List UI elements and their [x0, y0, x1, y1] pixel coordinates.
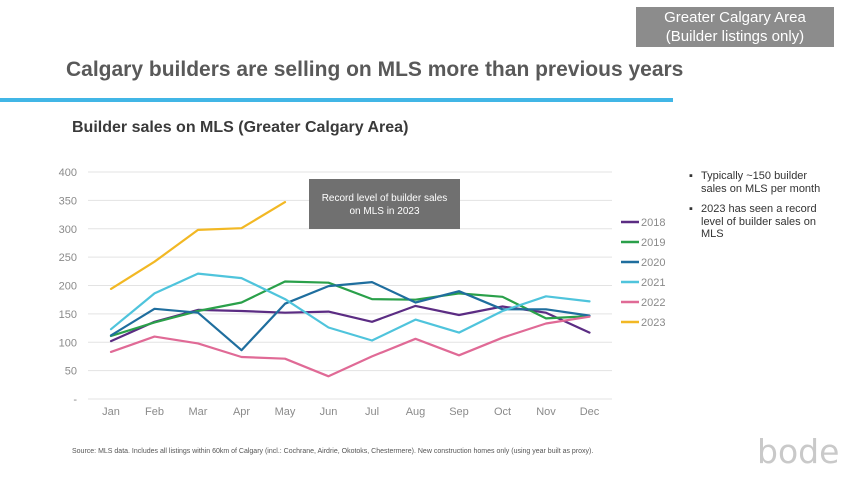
x-tick-label: Aug: [406, 406, 426, 418]
brand-logo: bode: [757, 432, 840, 471]
y-tick-label: 150: [59, 309, 77, 321]
line-chart: - 50 100 150 200 250 300 350 400 Jan Feb Mar Apr May J…: [59, 167, 666, 418]
annotation-text: Record level of builder sales: [322, 193, 448, 204]
title-divider: [0, 98, 673, 102]
bullet-icon: ▪: [689, 170, 693, 182]
page-title: Calgary builders are selling on MLS more…: [66, 58, 684, 81]
legend-label: 2020: [641, 257, 665, 269]
takeaway-item: ▪ Typically ~150 builder sales on MLS pe…: [689, 170, 824, 195]
x-tick-label: Oct: [494, 406, 511, 418]
x-tick-label: Jan: [102, 406, 120, 418]
y-tick-label: 250: [59, 252, 77, 264]
series-line-2021: [109, 272, 591, 342]
y-tick-label: 100: [59, 337, 77, 349]
y-tick-label: 300: [59, 224, 77, 236]
region-tag: Greater Calgary Area (Builder listings o…: [636, 7, 834, 47]
legend-label: 2022: [641, 297, 665, 309]
series-line-2023: [109, 200, 287, 290]
y-tick-label: 350: [59, 195, 77, 207]
x-tick-label: Apr: [233, 406, 250, 418]
series-line-2022: [109, 315, 591, 378]
key-takeaways: ▪ Typically ~150 builder sales on MLS pe…: [689, 170, 824, 249]
legend-label: 2019: [641, 237, 665, 249]
source-note: Source: MLS data. Includes all listings …: [72, 448, 594, 455]
annotation-box: [309, 179, 460, 229]
legend-label: 2021: [641, 277, 665, 289]
x-tick-label: May: [275, 406, 296, 418]
x-tick-label: Feb: [145, 406, 164, 418]
legend-label: 2023: [641, 317, 665, 329]
y-tick-label: -: [73, 394, 77, 406]
bullet-icon: ▪: [689, 203, 693, 215]
x-tick-label: Dec: [580, 406, 600, 418]
y-tick-label: 400: [59, 167, 77, 179]
annotation-text: on MLS in 2023: [349, 206, 419, 217]
legend-label: 2018: [641, 217, 665, 229]
takeaway-text: 2023 has seen a record level of builder …: [701, 203, 817, 240]
x-tick-label: Jun: [320, 406, 338, 418]
region-tag-line2: (Builder listings only): [665, 28, 805, 45]
chart-title: Builder sales on MLS (Greater Calgary Ar…: [72, 119, 409, 136]
y-tick-label: 50: [65, 366, 77, 378]
x-tick-label: Jul: [365, 406, 379, 418]
x-tick-label: Sep: [449, 406, 469, 418]
takeaway-text: Typically ~150 builder sales on MLS per …: [701, 170, 821, 195]
region-tag-line1: Greater Calgary Area: [664, 9, 806, 26]
y-tick-label: 200: [59, 281, 77, 293]
x-tick-label: Mar: [189, 406, 208, 418]
x-tick-label: Nov: [536, 406, 556, 418]
takeaway-item: ▪ 2023 has seen a record level of builde…: [689, 203, 824, 241]
